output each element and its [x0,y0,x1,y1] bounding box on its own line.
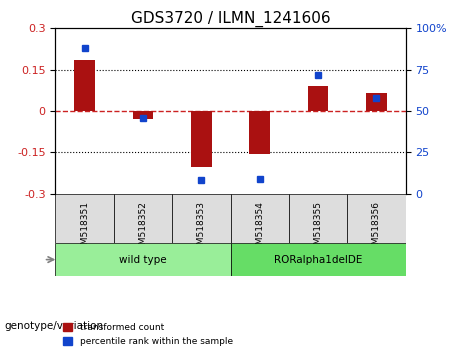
Text: wild type: wild type [119,255,167,264]
FancyBboxPatch shape [230,194,289,243]
Text: GSM518355: GSM518355 [313,201,323,256]
Bar [366,93,387,111]
FancyBboxPatch shape [55,243,230,276]
Bar [249,111,270,154]
Title: GDS3720 / ILMN_1241606: GDS3720 / ILMN_1241606 [130,11,331,27]
Legend: transformed count, percentile rank within the sample: transformed count, percentile rank withi… [60,320,236,349]
Text: genotype/variation: genotype/variation [5,321,104,331]
FancyBboxPatch shape [347,194,406,243]
FancyBboxPatch shape [289,194,347,243]
Text: GSM518356: GSM518356 [372,201,381,256]
Text: GSM518354: GSM518354 [255,201,264,256]
FancyBboxPatch shape [55,194,114,243]
FancyBboxPatch shape [172,194,230,243]
Bar [133,111,153,119]
FancyBboxPatch shape [114,194,172,243]
Text: GSM518351: GSM518351 [80,201,89,256]
Bar [308,86,328,111]
Bar [74,60,95,111]
Text: GSM518353: GSM518353 [197,201,206,256]
Bar [191,111,212,167]
Text: GSM518352: GSM518352 [138,201,148,256]
Text: RORalpha1delDE: RORalpha1delDE [274,255,362,264]
FancyBboxPatch shape [230,243,406,276]
